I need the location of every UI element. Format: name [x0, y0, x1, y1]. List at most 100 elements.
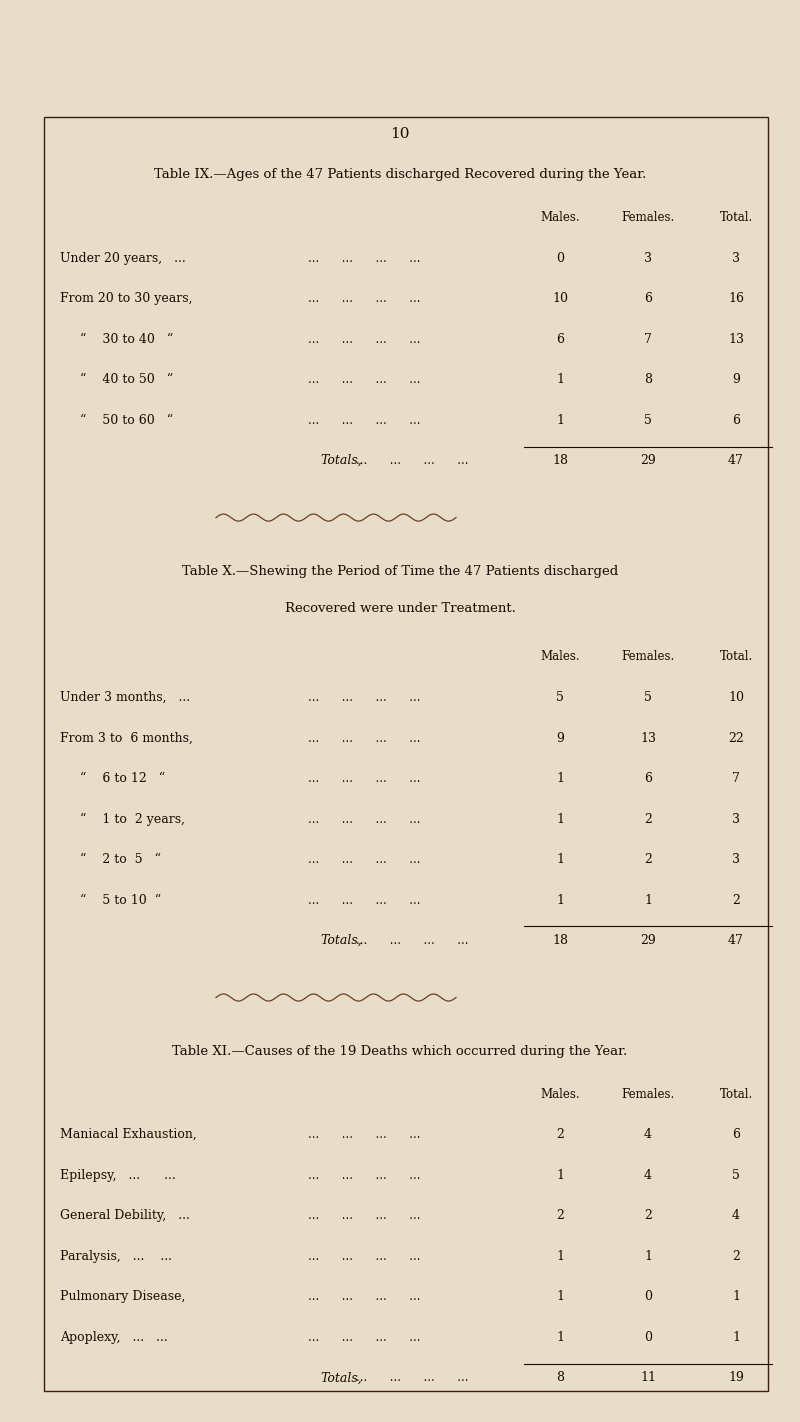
Text: 7: 7 — [644, 333, 652, 346]
Text: ...      ...      ...      ...: ... ... ... ... — [356, 454, 469, 468]
Text: 1: 1 — [556, 1169, 564, 1182]
Text: 18: 18 — [552, 454, 568, 468]
Text: Females.: Females. — [622, 650, 674, 664]
Text: 47: 47 — [728, 934, 744, 947]
Text: 8: 8 — [556, 1371, 564, 1385]
Text: ...      ...      ...      ...: ... ... ... ... — [308, 292, 421, 306]
Text: 5: 5 — [556, 691, 564, 704]
Text: Totals,: Totals, — [320, 1371, 362, 1385]
Text: 9: 9 — [556, 731, 564, 745]
Text: 1: 1 — [644, 1250, 652, 1263]
Text: ...      ...      ...      ...: ... ... ... ... — [308, 1169, 421, 1182]
Text: Males.: Males. — [540, 210, 580, 225]
Text: “    5 to 10  “: “ 5 to 10 “ — [80, 893, 161, 907]
Text: 1: 1 — [556, 414, 564, 427]
Text: “    2 to  5   “: “ 2 to 5 “ — [80, 853, 161, 866]
Text: 4: 4 — [732, 1209, 740, 1223]
Text: ...      ...      ...      ...: ... ... ... ... — [308, 1331, 421, 1344]
Text: 1: 1 — [556, 772, 564, 785]
Text: Recovered were under Treatment.: Recovered were under Treatment. — [285, 602, 515, 616]
Text: “    50 to 60   “: “ 50 to 60 “ — [80, 414, 173, 427]
Text: ...      ...      ...      ...: ... ... ... ... — [308, 731, 421, 745]
Text: ...      ...      ...      ...: ... ... ... ... — [308, 1290, 421, 1304]
Text: Table X.—Shewing the Period of Time the 47 Patients discharged: Table X.—Shewing the Period of Time the … — [182, 565, 618, 579]
Text: Totals,: Totals, — [320, 454, 362, 468]
Text: 3: 3 — [644, 252, 652, 264]
Text: ...      ...      ...      ...: ... ... ... ... — [308, 893, 421, 907]
Text: 13: 13 — [640, 731, 656, 745]
Text: 1: 1 — [644, 893, 652, 907]
Text: Apoplexy,   ...   ...: Apoplexy, ... ... — [60, 1331, 168, 1344]
Text: Total.: Total. — [719, 1088, 753, 1101]
Text: 2: 2 — [644, 1209, 652, 1223]
Text: 1: 1 — [732, 1290, 740, 1304]
Text: “    6 to 12   “: “ 6 to 12 “ — [80, 772, 165, 785]
Text: Paralysis,   ...    ...: Paralysis, ... ... — [60, 1250, 172, 1263]
Text: From 3 to  6 months,: From 3 to 6 months, — [60, 731, 193, 745]
Text: 8: 8 — [644, 373, 652, 387]
Text: ...      ...      ...      ...: ... ... ... ... — [308, 1209, 421, 1223]
Text: ...      ...      ...      ...: ... ... ... ... — [308, 252, 421, 264]
Text: 1: 1 — [556, 1331, 564, 1344]
Text: 0: 0 — [644, 1290, 652, 1304]
Text: 29: 29 — [640, 454, 656, 468]
Text: 7: 7 — [732, 772, 740, 785]
Text: 13: 13 — [728, 333, 744, 346]
Text: 2: 2 — [644, 853, 652, 866]
Text: Table IX.—Ages of the 47 Patients discharged Recovered during the Year.: Table IX.—Ages of the 47 Patients discha… — [154, 168, 646, 182]
Text: 2: 2 — [732, 1250, 740, 1263]
Text: Under 3 months,   ...: Under 3 months, ... — [60, 691, 190, 704]
Text: Females.: Females. — [622, 210, 674, 225]
Text: ...      ...      ...      ...: ... ... ... ... — [356, 934, 469, 947]
Text: 18: 18 — [552, 934, 568, 947]
Text: 6: 6 — [732, 414, 740, 427]
Text: 6: 6 — [732, 1128, 740, 1142]
Text: ...      ...      ...      ...: ... ... ... ... — [308, 333, 421, 346]
Text: Total.: Total. — [719, 210, 753, 225]
Text: 1: 1 — [556, 893, 564, 907]
Text: 2: 2 — [732, 893, 740, 907]
Text: 2: 2 — [644, 812, 652, 826]
Text: 4: 4 — [644, 1128, 652, 1142]
Text: 1: 1 — [556, 853, 564, 866]
Text: 6: 6 — [644, 292, 652, 306]
Text: 6: 6 — [556, 333, 564, 346]
Text: From 20 to 30 years,: From 20 to 30 years, — [60, 292, 193, 306]
Text: Total.: Total. — [719, 650, 753, 664]
Text: ...      ...      ...      ...: ... ... ... ... — [308, 691, 421, 704]
Text: 1: 1 — [556, 373, 564, 387]
Text: “    1 to  2 years,: “ 1 to 2 years, — [80, 812, 185, 826]
Text: 1: 1 — [556, 1290, 564, 1304]
Text: ...      ...      ...      ...: ... ... ... ... — [356, 1371, 469, 1385]
Text: 4: 4 — [644, 1169, 652, 1182]
Text: ...      ...      ...      ...: ... ... ... ... — [308, 772, 421, 785]
Text: Totals,: Totals, — [320, 934, 362, 947]
Text: Pulmonary Disease,: Pulmonary Disease, — [60, 1290, 186, 1304]
Text: 2: 2 — [556, 1128, 564, 1142]
Text: ...      ...      ...      ...: ... ... ... ... — [308, 414, 421, 427]
Text: 10: 10 — [552, 292, 568, 306]
Text: 47: 47 — [728, 454, 744, 468]
Text: Females.: Females. — [622, 1088, 674, 1101]
Text: 5: 5 — [644, 691, 652, 704]
Text: 10: 10 — [728, 691, 744, 704]
Text: Under 20 years,   ...: Under 20 years, ... — [60, 252, 186, 264]
Text: 5: 5 — [732, 1169, 740, 1182]
Text: 29: 29 — [640, 934, 656, 947]
Text: 5: 5 — [644, 414, 652, 427]
Text: 22: 22 — [728, 731, 744, 745]
Text: 0: 0 — [556, 252, 564, 264]
Text: 1: 1 — [732, 1331, 740, 1344]
Text: 11: 11 — [640, 1371, 656, 1385]
Text: “    30 to 40   “: “ 30 to 40 “ — [80, 333, 174, 346]
Text: 1: 1 — [556, 1250, 564, 1263]
Text: “    40 to 50   “: “ 40 to 50 “ — [80, 373, 173, 387]
Text: ...      ...      ...      ...: ... ... ... ... — [308, 373, 421, 387]
Text: Males.: Males. — [540, 650, 580, 664]
Text: 6: 6 — [644, 772, 652, 785]
Text: ...      ...      ...      ...: ... ... ... ... — [308, 1250, 421, 1263]
Text: Males.: Males. — [540, 1088, 580, 1101]
Text: 3: 3 — [732, 812, 740, 826]
Text: 16: 16 — [728, 292, 744, 306]
Text: 9: 9 — [732, 373, 740, 387]
